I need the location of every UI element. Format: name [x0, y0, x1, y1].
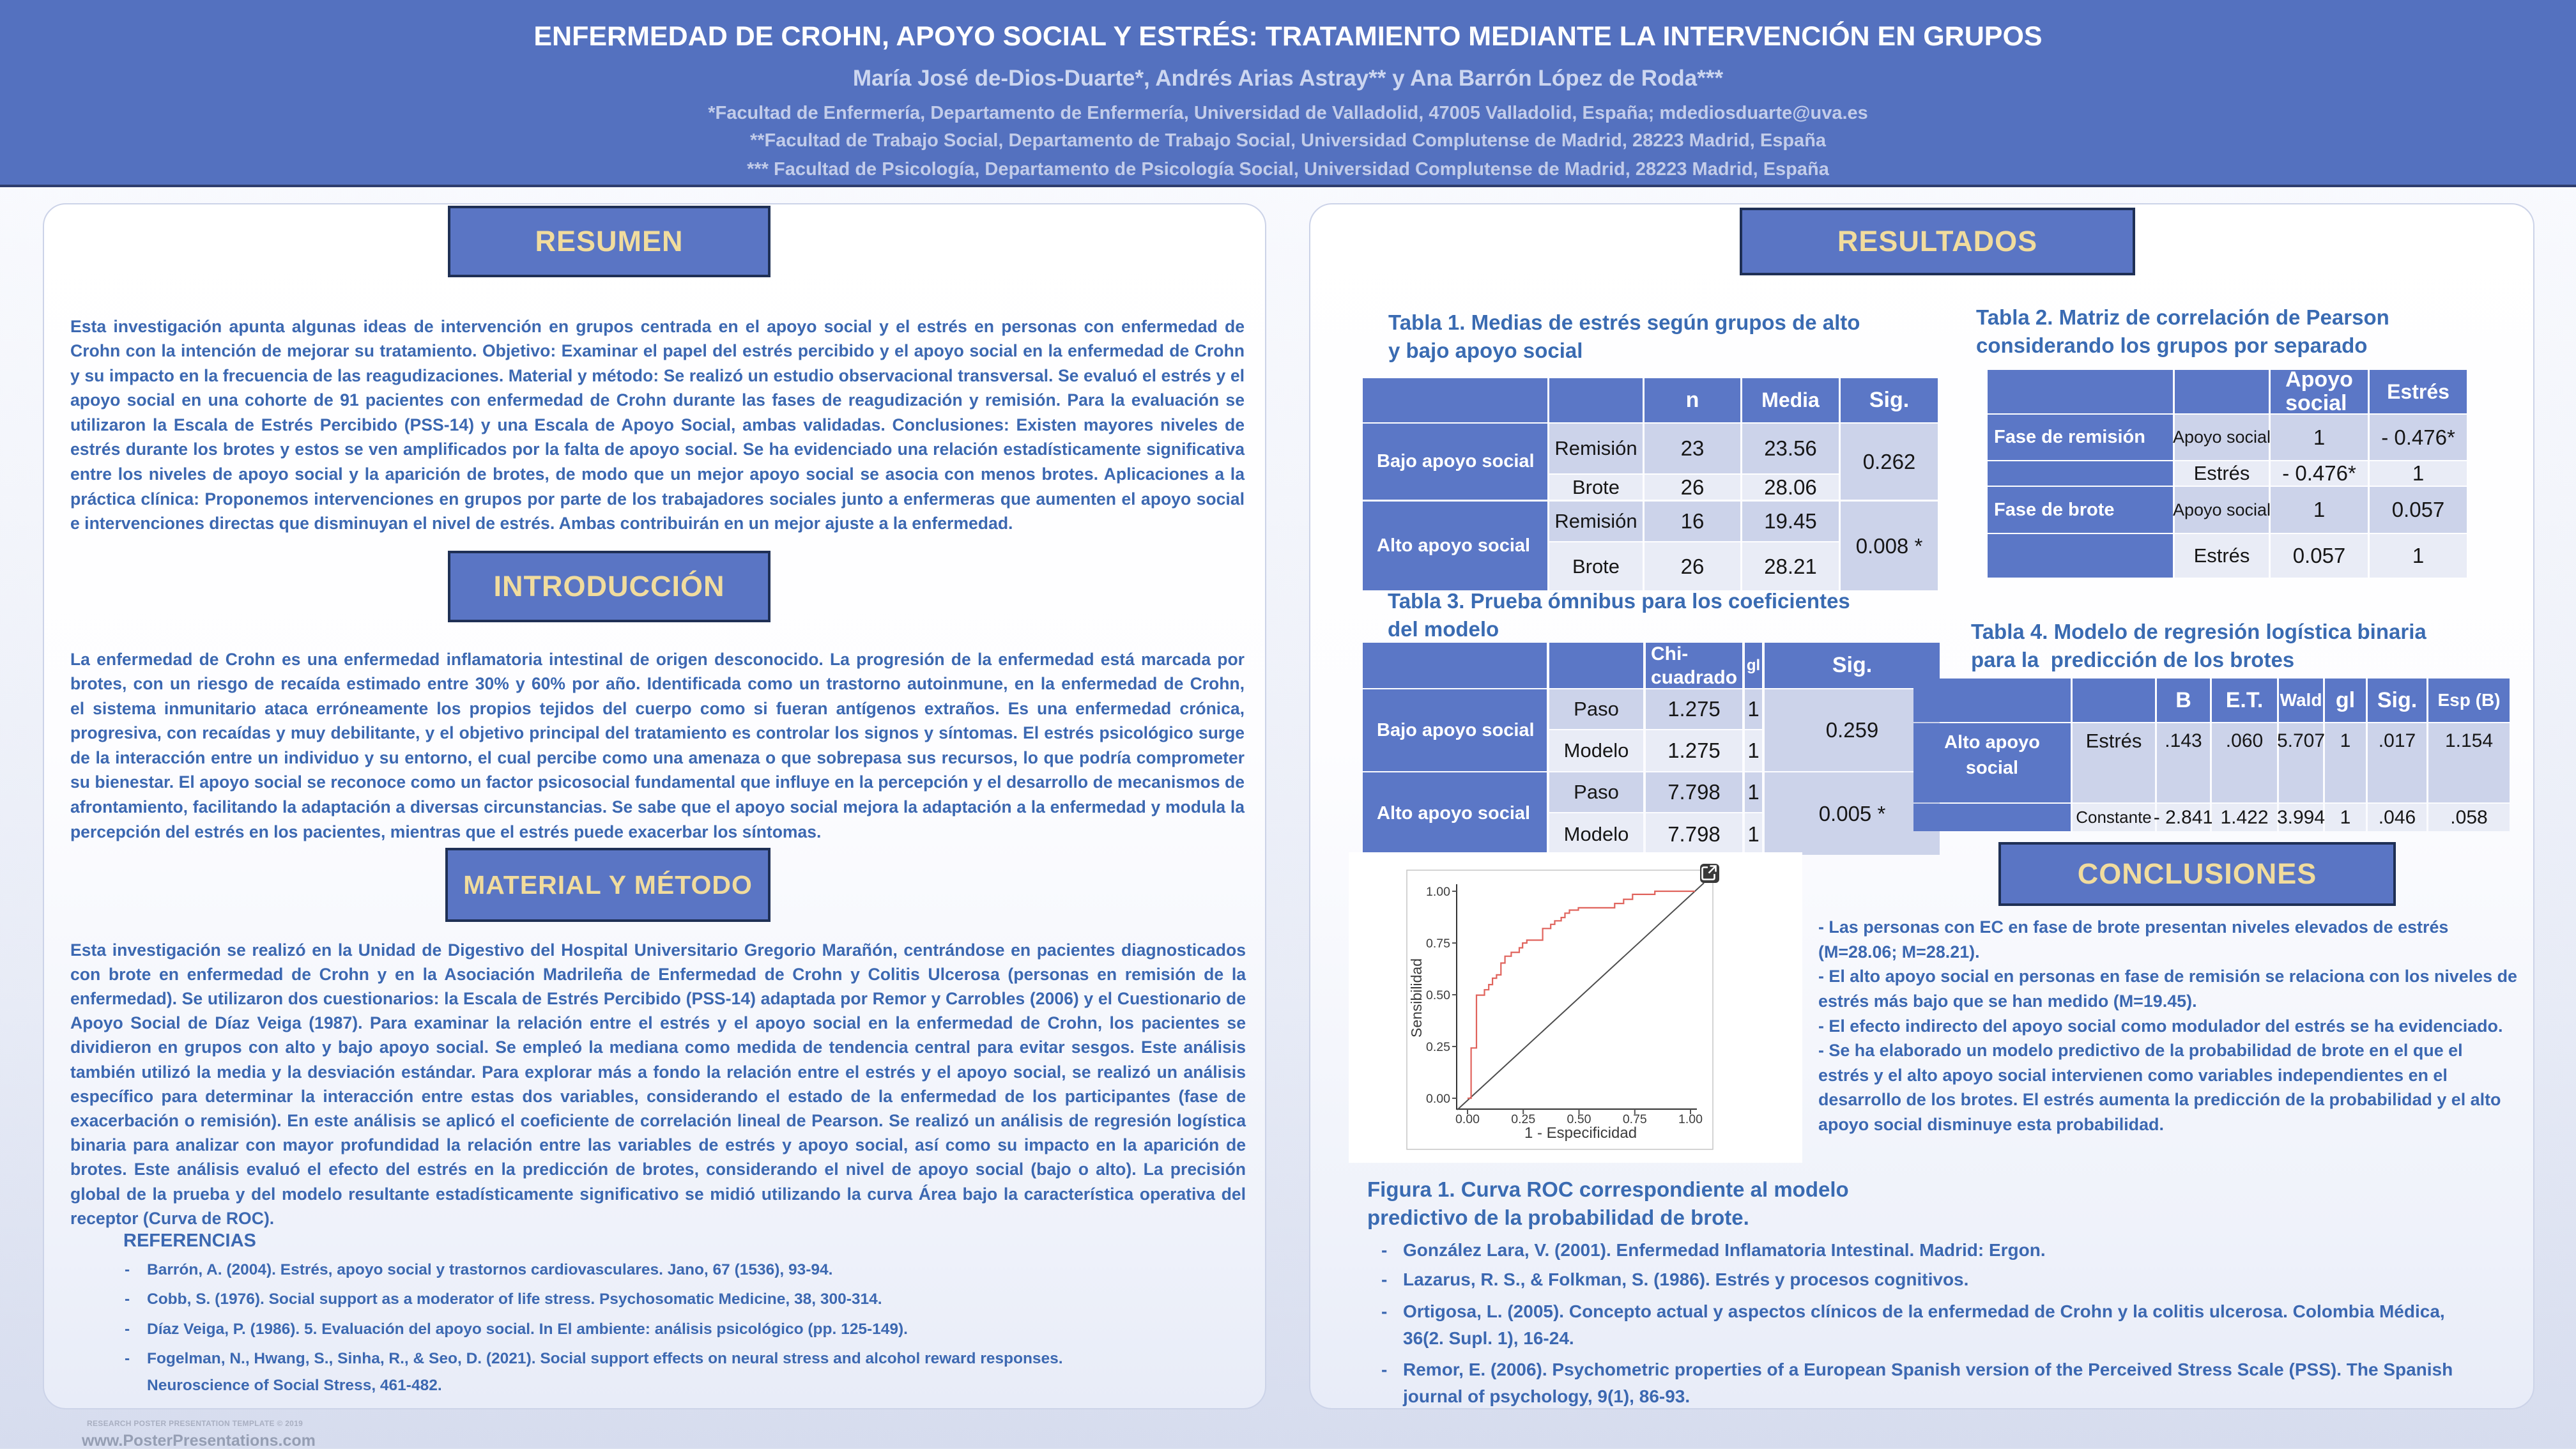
svg-text:0.00: 0.00	[1455, 1112, 1480, 1126]
svg-text:0.25: 0.25	[1426, 1040, 1450, 1054]
svg-text:0.25: 0.25	[1511, 1112, 1535, 1126]
svg-text:1 - Especificidad: 1 - Especificidad	[1524, 1124, 1637, 1142]
svg-text:0.50: 0.50	[1426, 988, 1450, 1002]
svg-text:0.50: 0.50	[1567, 1112, 1591, 1126]
svg-text:0.75: 0.75	[1426, 937, 1450, 951]
svg-text:Sensibilidad: Sensibilidad	[1408, 958, 1425, 1038]
svg-text:1.00: 1.00	[1426, 885, 1450, 899]
svg-text:0.75: 0.75	[1623, 1112, 1647, 1126]
svg-text:0.00: 0.00	[1426, 1092, 1450, 1106]
svg-text:1.00: 1.00	[1678, 1112, 1703, 1126]
